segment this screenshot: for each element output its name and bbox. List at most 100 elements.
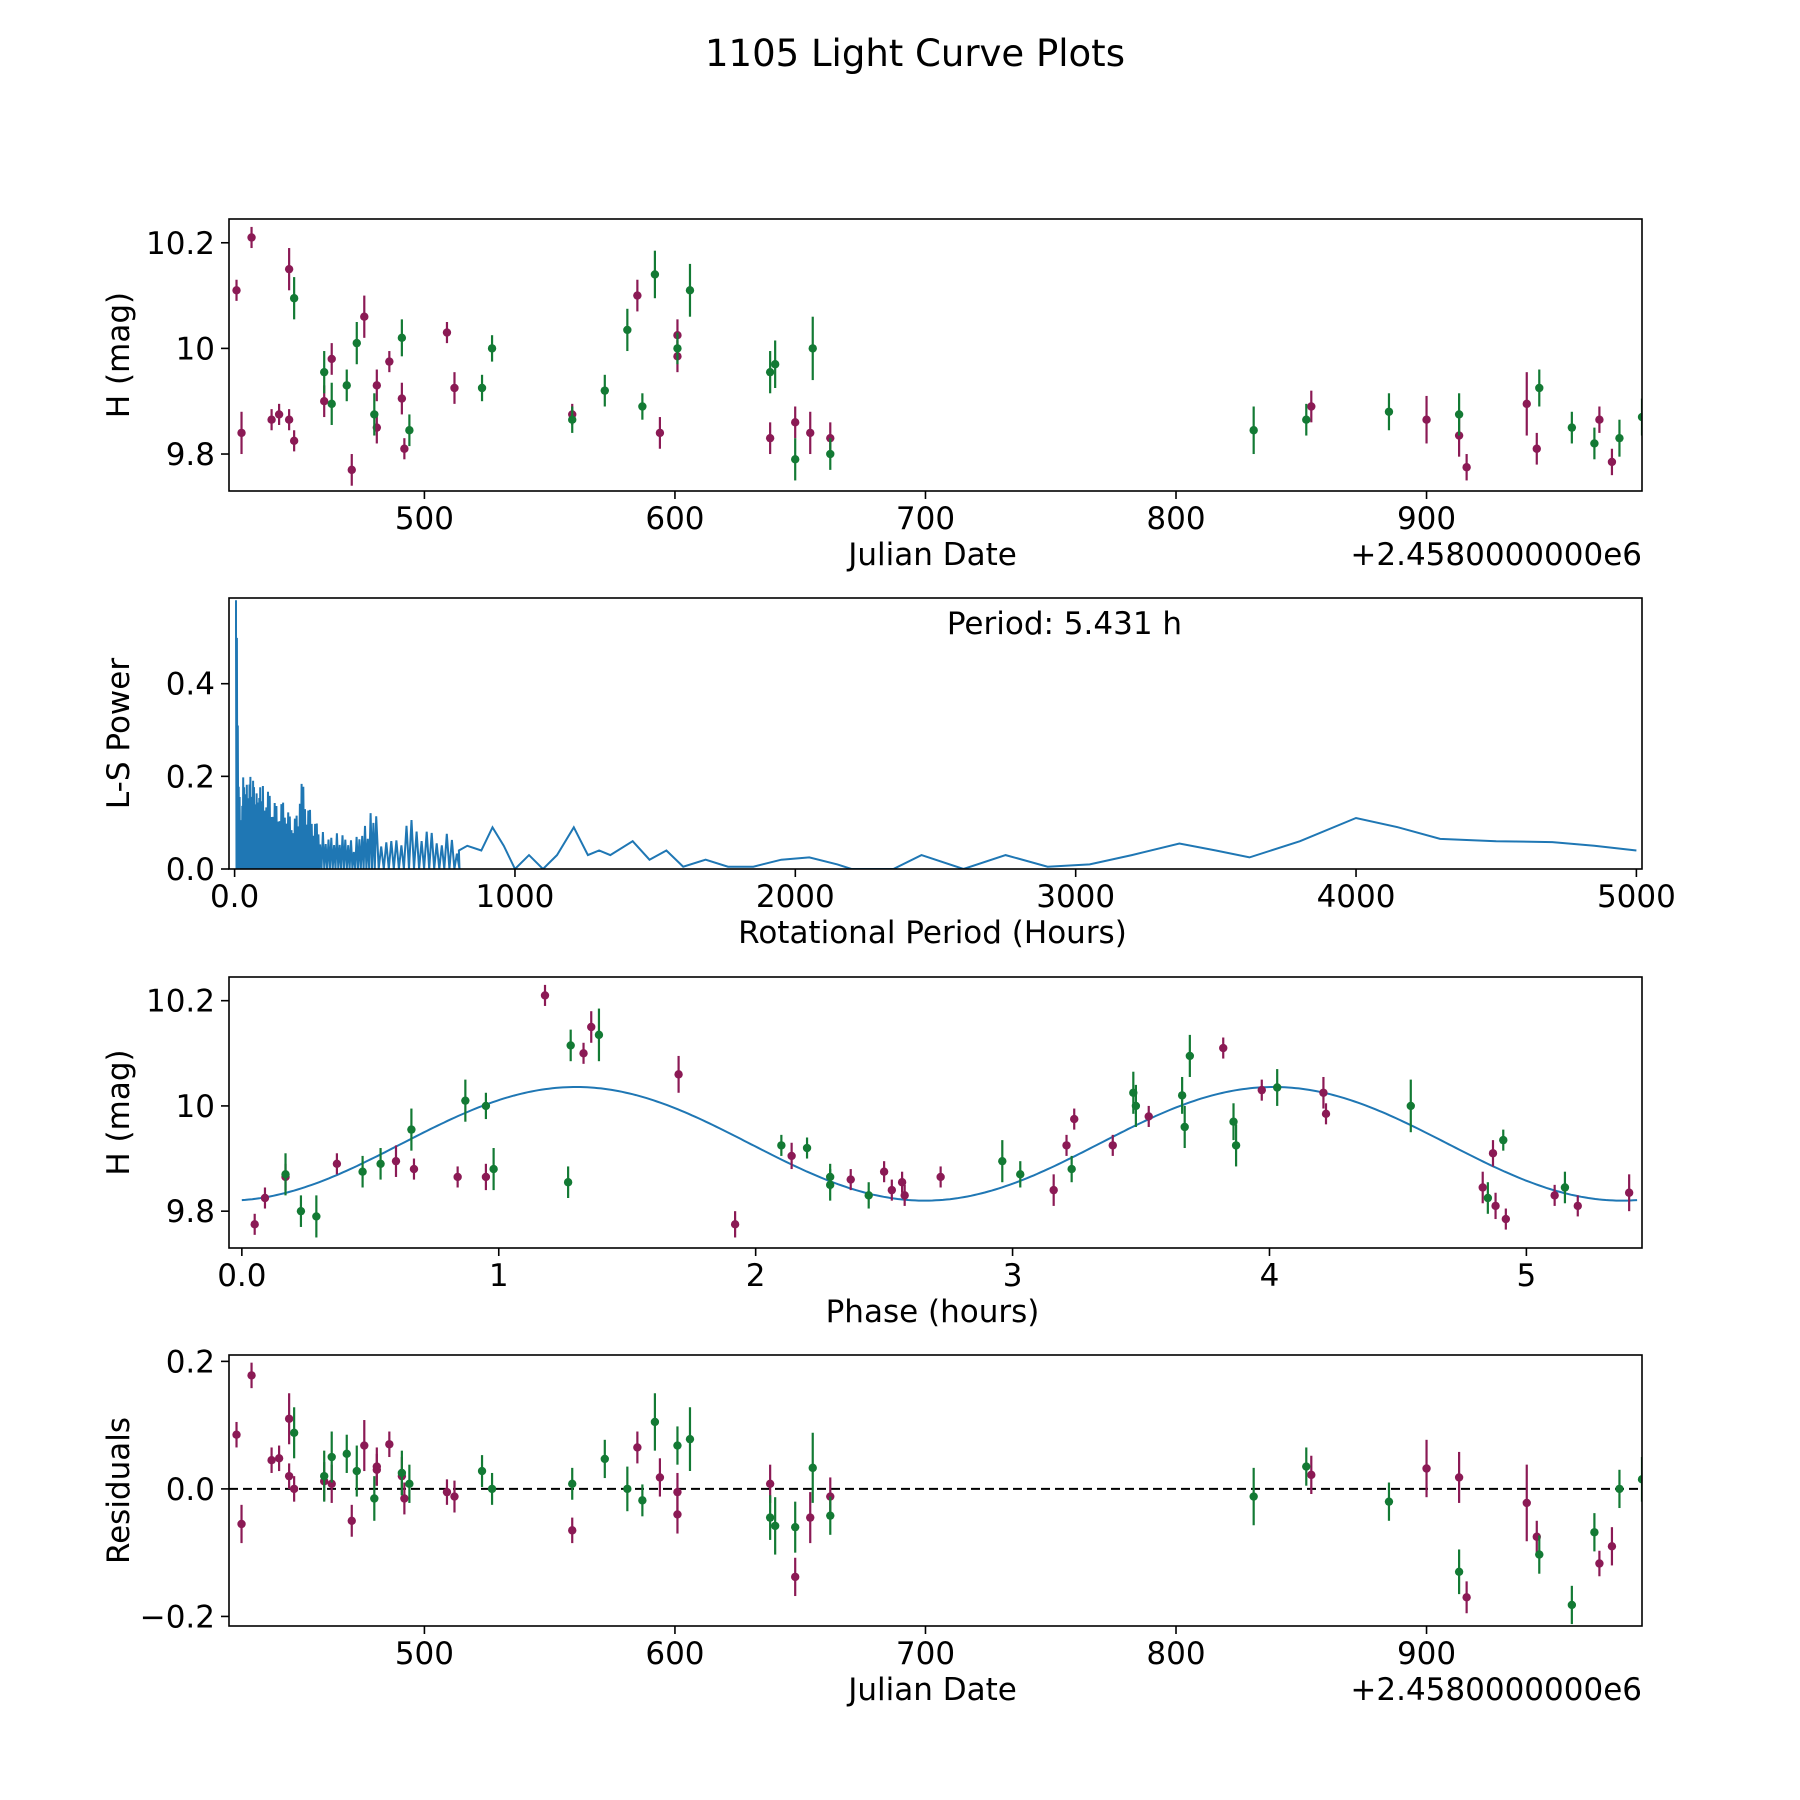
data-point [1595, 415, 1604, 424]
data-point [1272, 1083, 1282, 1092]
data-point [477, 1466, 487, 1476]
data-point [568, 415, 577, 424]
data-point [284, 264, 294, 274]
data-point [312, 1212, 321, 1221]
data-point [1499, 1135, 1508, 1145]
data-point [673, 1441, 682, 1450]
y-tick-label: −0.2 [140, 1599, 215, 1635]
data-point [1483, 1193, 1493, 1203]
data-point [1185, 1051, 1195, 1061]
x-tick-label: 3000 [1036, 879, 1115, 915]
data-point [327, 1479, 336, 1489]
data-point [327, 399, 336, 409]
y-tick-label: 0.2 [166, 1344, 215, 1380]
data-point [1108, 1141, 1117, 1150]
y-tick-label: 0.2 [166, 759, 215, 795]
data-point [791, 1572, 800, 1582]
data-point [777, 1141, 786, 1150]
data-point [563, 1178, 573, 1187]
data-point [1406, 1101, 1415, 1111]
data-point [770, 1521, 780, 1531]
data-point [250, 1220, 259, 1229]
data-point [765, 1479, 775, 1489]
data-point [765, 433, 775, 443]
data-point [400, 444, 409, 453]
data-point [281, 1170, 290, 1179]
x-tick-label: 900 [1397, 1636, 1456, 1672]
series-group_a [232, 1362, 1617, 1614]
data-point [1177, 1091, 1187, 1100]
series-group_b [281, 1008, 1570, 1238]
phased-axes-frame [228, 976, 1643, 1249]
data-point [1257, 1085, 1266, 1095]
x-tick-label: 700 [896, 1636, 955, 1672]
data-point [1624, 1188, 1634, 1197]
data-point [826, 449, 835, 459]
periodogram-x-axis-label: Rotational Period (Hours) [738, 915, 1127, 951]
phased-y-axis-label: H (mag) [101, 1049, 137, 1175]
x-tick-label: 1000 [476, 879, 555, 915]
data-point [655, 428, 665, 438]
data-point [1384, 1497, 1394, 1506]
periodogram-plot-area [235, 600, 1637, 869]
data-point [376, 1159, 385, 1169]
y-tick-label: 0.4 [166, 667, 215, 703]
data-point [370, 410, 379, 419]
data-point [1550, 1191, 1559, 1200]
data-point [770, 360, 780, 369]
residuals-x-axis-label: Julian Date [846, 1672, 1017, 1708]
series-group_b [289, 250, 1642, 481]
data-point [487, 344, 497, 353]
data-point [1062, 1141, 1071, 1150]
data-point [487, 1484, 497, 1494]
data-point [791, 1522, 800, 1532]
data-point [730, 1220, 740, 1229]
data-point [1229, 1117, 1238, 1126]
data-point [1478, 1183, 1487, 1192]
data-point [633, 291, 642, 300]
data-point [442, 328, 452, 337]
data-point [442, 1487, 452, 1497]
data-point [1590, 1528, 1599, 1537]
data-point [633, 1443, 642, 1452]
series-group_a [250, 984, 1634, 1238]
data-point [1302, 415, 1311, 424]
data-point [791, 455, 800, 464]
data-point [765, 1513, 775, 1522]
data-point [600, 1454, 609, 1464]
data-point [1307, 1470, 1316, 1480]
data-point [327, 1452, 336, 1462]
data-point [461, 1096, 470, 1105]
data-point [594, 1030, 604, 1040]
phased-x-axis-label: Phase (hours) [826, 1294, 1040, 1330]
data-point [1049, 1185, 1058, 1195]
data-point [407, 1125, 416, 1134]
data-point [360, 1441, 369, 1450]
phased-plot-area [241, 984, 1638, 1238]
phased-panel: 0.0 1 2 3 4 5 9.8 10 10.2 Phase (hours) H (mag) [101, 976, 1643, 1330]
lightcurve-y-axis-label: H (mag) [101, 292, 137, 418]
x-tick-label: 600 [645, 501, 704, 537]
y-tick-label: 10 [176, 1089, 215, 1125]
data-point [1462, 463, 1471, 472]
data-point [900, 1191, 909, 1200]
lightcurve-offset-text: +2.4580000000e6 [1350, 537, 1642, 573]
data-point [267, 415, 276, 424]
data-point [247, 233, 256, 242]
data-point [1219, 1043, 1228, 1053]
data-point [1462, 1593, 1471, 1602]
data-point [1560, 1183, 1570, 1192]
data-point [274, 1454, 284, 1463]
data-point [568, 1479, 577, 1489]
data-point [289, 294, 299, 303]
data-point [1319, 1088, 1328, 1097]
data-point [936, 1172, 945, 1182]
data-point [296, 1206, 306, 1216]
data-point [289, 1484, 299, 1494]
data-point [1615, 1484, 1624, 1494]
data-point [1501, 1214, 1511, 1224]
y-tick-label: 9.8 [166, 437, 215, 473]
data-point [1573, 1201, 1582, 1211]
